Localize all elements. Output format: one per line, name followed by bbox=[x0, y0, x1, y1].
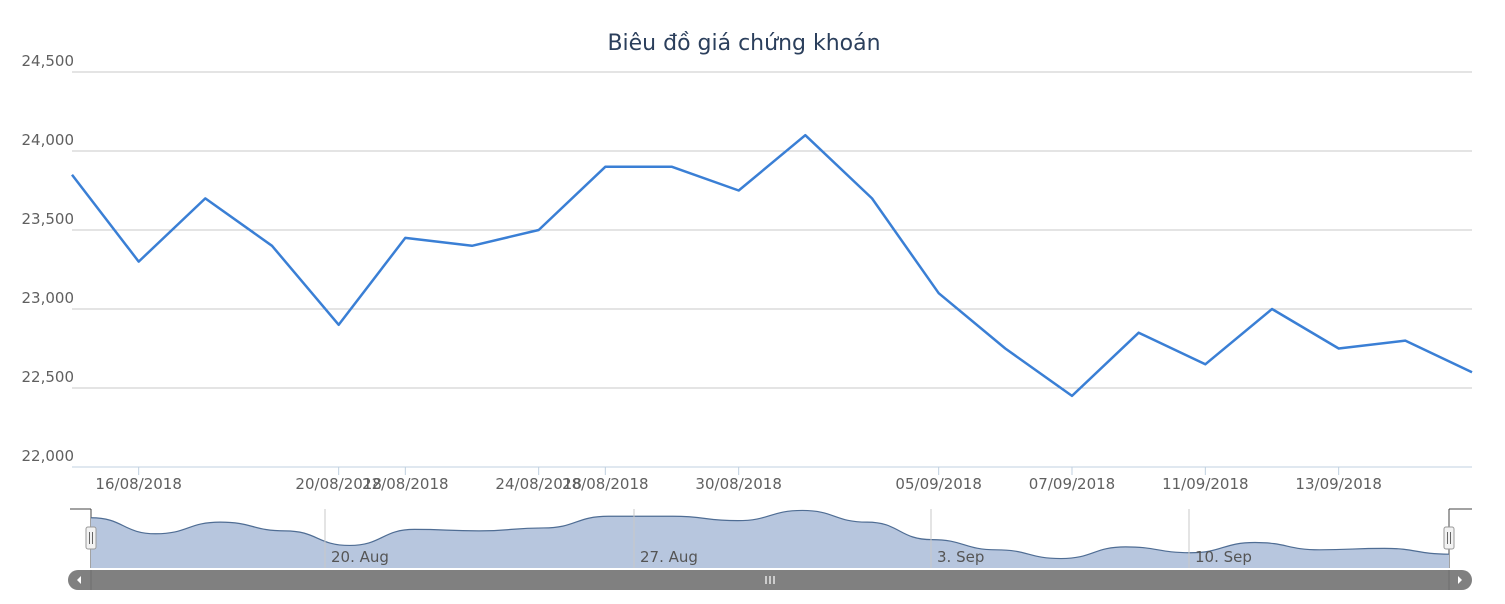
data-point[interactable] bbox=[669, 164, 675, 170]
x-tick-label: 16/08/2018 bbox=[95, 475, 181, 493]
data-point[interactable] bbox=[269, 243, 275, 249]
x-tick-label: 22/08/2018 bbox=[362, 475, 448, 493]
navigator-label: 20. Aug bbox=[331, 548, 389, 566]
data-point[interactable] bbox=[1002, 346, 1008, 352]
data-point[interactable] bbox=[469, 243, 475, 249]
data-point[interactable] bbox=[936, 290, 942, 296]
y-tick-label: 24,000 bbox=[22, 131, 75, 149]
data-point[interactable] bbox=[336, 322, 342, 328]
data-point[interactable] bbox=[402, 235, 408, 241]
navigator-label: 27. Aug bbox=[640, 548, 698, 566]
y-tick-label: 24,500 bbox=[22, 52, 75, 70]
x-tick-label: 28/08/2018 bbox=[562, 475, 648, 493]
y-tick-label: 23,500 bbox=[22, 210, 75, 228]
x-tick-label: 13/09/2018 bbox=[1295, 475, 1381, 493]
data-point[interactable] bbox=[1402, 338, 1408, 344]
x-tick-label: 05/09/2018 bbox=[895, 475, 981, 493]
y-tick-label: 22,500 bbox=[22, 368, 75, 386]
x-tick-label: 07/09/2018 bbox=[1029, 475, 1115, 493]
data-point[interactable] bbox=[802, 132, 808, 138]
y-tick-label: 22,000 bbox=[22, 447, 75, 465]
chart-title: Biêu đồ giá chứng khoán bbox=[607, 31, 880, 56]
data-point[interactable] bbox=[202, 195, 208, 201]
scrollbar[interactable] bbox=[68, 570, 1472, 590]
data-point[interactable] bbox=[736, 188, 742, 194]
scroll-left-arrow-icon[interactable] bbox=[77, 576, 81, 584]
handle-body[interactable] bbox=[85, 526, 97, 550]
price-series[interactable] bbox=[69, 132, 1475, 399]
navigator-right-handle[interactable] bbox=[1443, 526, 1455, 550]
y-axis-labels: 22,000 22,500 23,000 23,500 24,000 24,500 bbox=[22, 52, 75, 465]
data-point[interactable] bbox=[1202, 361, 1208, 367]
data-point[interactable] bbox=[1469, 369, 1475, 375]
data-point[interactable] bbox=[1269, 306, 1275, 312]
data-point[interactable] bbox=[69, 172, 75, 178]
navigator-label: 10. Sep bbox=[1195, 548, 1252, 566]
x-tick-label: 30/08/2018 bbox=[695, 475, 781, 493]
data-point[interactable] bbox=[869, 195, 875, 201]
y-tick-label: 23,000 bbox=[22, 289, 75, 307]
navigator-line bbox=[90, 509, 1450, 560]
navigator-left-handle[interactable] bbox=[85, 526, 97, 550]
data-point[interactable] bbox=[136, 259, 142, 265]
x-tick-label: 20/08/2018 bbox=[295, 475, 381, 493]
scroll-right-arrow-icon[interactable] bbox=[1458, 576, 1462, 584]
series-line[interactable] bbox=[71, 133, 1473, 398]
handle-body[interactable] bbox=[1443, 526, 1455, 550]
x-tick-label: 24/08/2018 bbox=[495, 475, 581, 493]
data-point[interactable] bbox=[1336, 346, 1342, 352]
navigator-label: 3. Sep bbox=[937, 548, 984, 566]
data-point[interactable] bbox=[1069, 393, 1075, 399]
navigator-area bbox=[91, 510, 1449, 568]
data-point[interactable] bbox=[536, 227, 542, 233]
navigator[interactable]: 20. Aug 27. Aug 3. Sep 10. Sep bbox=[70, 508, 1472, 568]
data-point[interactable] bbox=[602, 164, 608, 170]
y-gridlines bbox=[72, 71, 1472, 468]
x-tick-label: 11/09/2018 bbox=[1162, 475, 1248, 493]
data-point[interactable] bbox=[1136, 330, 1142, 336]
